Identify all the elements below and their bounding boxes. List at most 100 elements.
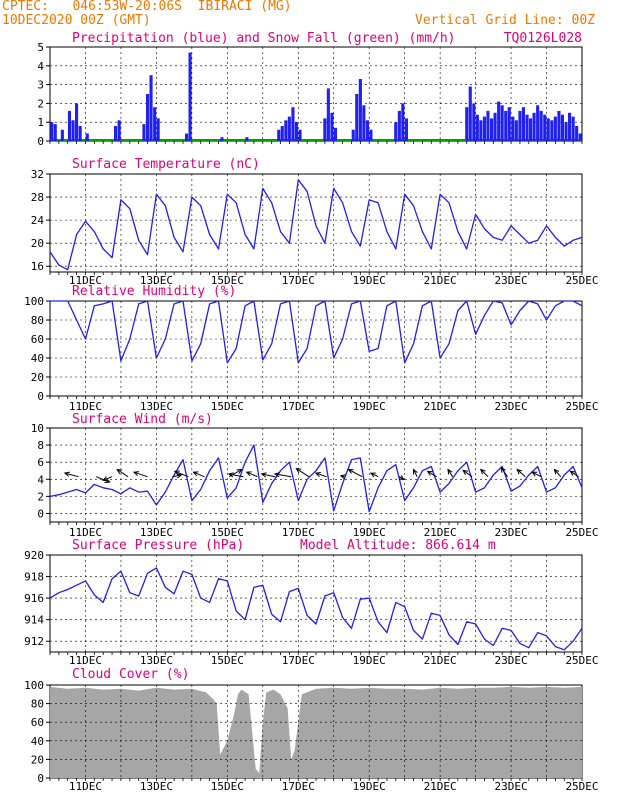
precip-bar: [529, 118, 533, 141]
precip-bar: [365, 120, 369, 141]
pressure-ytick-label: 916: [24, 592, 44, 605]
wind-arrow: [260, 472, 276, 478]
precip-bar: [568, 112, 572, 141]
rh-date-label: 21DEC: [424, 400, 457, 413]
precip-title: Precipitation (blue) and Snow Fall (gree…: [72, 31, 456, 46]
precip-bar: [294, 122, 298, 141]
wind-arrow-shaft: [370, 472, 379, 478]
wind-arrow: [426, 470, 437, 478]
precip-bar: [142, 124, 146, 141]
wind-arrow-head: [553, 468, 560, 475]
rh-ytick-label: 80: [31, 314, 44, 327]
rh-date-label: 11DEC: [69, 400, 102, 413]
precip-bar: [362, 105, 366, 141]
wind-arrow-shaft: [315, 472, 327, 478]
cloud-date-label: 25DEC: [565, 780, 598, 793]
wind-arrow-head: [173, 470, 180, 476]
wind-date-label: 25DEC: [565, 526, 598, 539]
rh-ytick-label: 40: [31, 352, 44, 365]
wind-arrow-head: [295, 467, 302, 474]
pressure-date-label: 25DEC: [565, 654, 598, 667]
rh-date-label: 19DEC: [353, 400, 386, 413]
wind-arrow: [500, 466, 508, 477]
precip-bar: [333, 127, 337, 141]
wind-arrow-head: [500, 466, 506, 473]
precip-bar: [287, 116, 291, 141]
precip-bar: [60, 129, 64, 141]
precip-bar: [326, 88, 330, 141]
pressure-date-label: 11DEC: [69, 654, 102, 667]
wind-title: Surface Wind (m/s): [72, 412, 213, 427]
precip-bar: [185, 133, 189, 141]
cloud-cover-area: [50, 686, 582, 778]
precip-bar: [401, 103, 405, 141]
wind-arrow-shaft: [95, 476, 110, 483]
wind-arrow: [295, 467, 310, 478]
cloud-title: Cloud Cover (%): [72, 667, 189, 682]
precip-bar: [571, 116, 575, 141]
precip-ytick-label: 4: [37, 60, 44, 73]
wind-arrow-shaft: [413, 469, 418, 477]
cloud-ytick-label: 80: [31, 698, 44, 711]
wind-arrow-head: [339, 474, 346, 480]
precip-bar: [323, 118, 327, 141]
wind-arrow: [398, 474, 405, 480]
wind-arrow-head: [236, 468, 243, 474]
pressure-ytick-label: 918: [24, 571, 44, 584]
wind-arrow: [447, 468, 453, 477]
temp-date-label: 25DEC: [565, 274, 598, 287]
wind-line: [49, 444, 583, 513]
wind-date-label: 13DEC: [140, 526, 173, 539]
precip-bar: [351, 129, 355, 141]
precip-bar: [67, 110, 71, 141]
precip-bar: [465, 107, 469, 141]
wind-date-label: 19DEC: [353, 526, 386, 539]
precip-bar: [550, 120, 554, 141]
precip-bar: [493, 112, 497, 141]
wind-ytick-label: 2: [37, 490, 44, 503]
wind-arrow-head: [516, 468, 523, 475]
wind-arrow-head: [104, 478, 111, 483]
pressure-panel: [46, 554, 583, 655]
temp-date-label: 17DEC: [282, 274, 315, 287]
wind-arrow-shaft: [554, 469, 562, 478]
temp-date-label: 23DEC: [495, 274, 528, 287]
temp-line: [49, 179, 583, 271]
cloud-date-label: 19DEC: [353, 780, 386, 793]
wind-arrow-shaft: [531, 471, 542, 478]
header-station: CPTEC: 046:53W-20:06S IBIRACI (MG): [2, 0, 292, 14]
precip-bar: [543, 114, 547, 141]
wind-arrow-shaft: [462, 469, 473, 478]
wind-arrow-shaft: [447, 469, 453, 477]
wind-date-label: 15DEC: [211, 526, 244, 539]
wind-arrow-shaft: [116, 469, 129, 478]
header-date: 10DEC2020 00Z (GMT): [2, 13, 151, 28]
temp-panel: [46, 173, 583, 275]
wind-arrow-head: [245, 471, 252, 477]
precip-bar: [475, 114, 479, 141]
cloud-ytick-label: 20: [31, 753, 44, 766]
wind-arrow-shaft: [172, 474, 182, 478]
wind-arrow-shaft: [274, 473, 292, 478]
header-code: TQ0126L028: [504, 31, 582, 46]
wind-arrow: [531, 471, 542, 478]
precip-bar: [114, 126, 118, 141]
precip-bar: [497, 101, 501, 141]
precip-bar: [71, 120, 75, 141]
precip-bar: [472, 103, 476, 141]
precip-bar: [50, 122, 54, 141]
precip-bar: [525, 114, 529, 141]
precip-bar: [546, 118, 550, 141]
precip-bar: [277, 129, 281, 141]
wind-ytick-label: 10: [31, 422, 44, 435]
wind-arrow-shaft: [174, 470, 189, 478]
precip-bar: [532, 112, 536, 141]
temp-ytick-label: 28: [31, 191, 44, 204]
precip-bar: [557, 110, 561, 141]
precip-bar: [564, 122, 568, 141]
pressure-date-label: 17DEC: [282, 654, 315, 667]
cloud-ytick-label: 40: [31, 735, 44, 748]
precip-bar: [553, 116, 557, 141]
precip-ytick-label: 1: [37, 116, 44, 129]
